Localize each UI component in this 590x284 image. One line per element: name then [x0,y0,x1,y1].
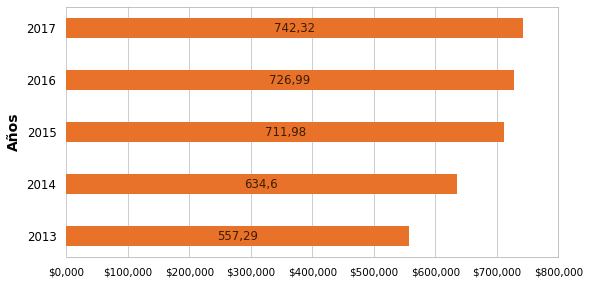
Text: 557,29: 557,29 [217,229,258,243]
Bar [66,18,523,38]
Text: 634,6: 634,6 [245,178,278,191]
Text: 742,32: 742,32 [274,22,315,35]
Y-axis label: Años: Años [7,113,21,151]
Text: 726,99: 726,99 [269,74,310,87]
Bar [66,174,457,194]
Text: 711,98: 711,98 [265,126,306,139]
Bar [66,70,513,90]
Bar [66,226,409,246]
Bar [66,122,504,142]
